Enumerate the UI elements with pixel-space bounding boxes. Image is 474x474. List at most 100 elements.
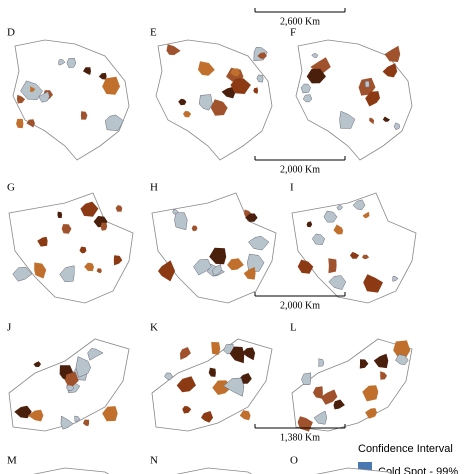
scale-label: 2,000 Km (280, 300, 320, 311)
hot-area (369, 117, 375, 125)
panel-label: D (7, 27, 15, 39)
hot-area (178, 98, 187, 106)
hot-area (83, 419, 90, 427)
hot-area (33, 361, 41, 367)
hot-area (230, 78, 251, 94)
hot-area (384, 45, 401, 62)
panel-label: I (290, 182, 294, 194)
hot-area (221, 87, 236, 99)
hot-area (382, 63, 398, 78)
hot-area (102, 76, 120, 95)
hot-area (243, 266, 256, 280)
cold-area (323, 210, 338, 223)
cold-area (104, 114, 124, 131)
hot-area (363, 274, 383, 293)
cold-area (87, 348, 104, 361)
hot-area (380, 371, 387, 380)
cold-area (198, 94, 213, 111)
hot-area (198, 61, 215, 76)
hot-area (306, 68, 326, 84)
cold-area (328, 275, 347, 290)
cold-area (58, 59, 66, 66)
hot-area (297, 259, 314, 274)
region-outline (12, 39, 130, 161)
panel-label: E (150, 27, 157, 39)
hot-area (349, 251, 360, 259)
cold-area (193, 259, 212, 276)
panel-label: G (7, 182, 15, 194)
hot-area (310, 57, 331, 73)
cold-area (311, 233, 326, 245)
hot-area (79, 246, 87, 254)
hot-area (115, 205, 123, 212)
hot-area (80, 201, 99, 217)
hot-area (239, 410, 251, 421)
hot-area (180, 347, 191, 360)
cold-area (38, 91, 50, 103)
cold-area (66, 57, 77, 68)
cold-area (364, 80, 370, 88)
legend-title: Confidence Interval (358, 443, 453, 455)
hot-area (359, 359, 369, 369)
region-outline (8, 192, 134, 304)
cold-area (12, 267, 33, 282)
region-outline (32, 467, 110, 474)
cold-area (164, 372, 173, 380)
hot-area (208, 367, 216, 377)
hot-area (158, 260, 176, 282)
hot-area (16, 118, 24, 129)
region-outline (175, 467, 253, 474)
panel-label: L (290, 322, 297, 334)
hot-area (242, 347, 256, 361)
cold-area (313, 410, 328, 425)
region-outline (291, 192, 417, 304)
cold-area (339, 110, 356, 129)
legend-item: Cold Spot - 99% (378, 466, 458, 474)
panel-label: K (150, 322, 158, 334)
hot-area (382, 116, 391, 122)
hot-area (166, 44, 181, 56)
hot-area (37, 236, 48, 247)
hot-area (306, 221, 313, 228)
hot-area (100, 222, 108, 231)
hot-area (96, 268, 102, 274)
panel-label: J (7, 322, 12, 334)
region-outline (315, 467, 393, 474)
hot-area (333, 224, 344, 235)
cold-area (247, 253, 265, 273)
cold-area (248, 235, 270, 251)
hot-area (210, 99, 228, 116)
hot-area (14, 405, 32, 419)
cold-area (301, 372, 312, 386)
hot-area (57, 211, 63, 219)
hot-area (26, 119, 35, 128)
hot-area (245, 213, 258, 222)
hot-area (176, 376, 196, 393)
region-outline (291, 338, 413, 432)
hot-area (257, 52, 267, 59)
cold-area (395, 354, 409, 365)
region-outline (155, 39, 273, 161)
hot-area (373, 353, 389, 369)
cold-area (256, 74, 264, 83)
cold-area (311, 53, 319, 58)
hot-area (209, 247, 227, 265)
cold-area (300, 83, 311, 94)
scale-label: 1,380 Km (280, 432, 320, 443)
hot-area (362, 211, 370, 219)
hot-area (333, 399, 345, 410)
hot-area (320, 389, 338, 405)
hot-area (84, 262, 94, 272)
hot-area (65, 371, 79, 386)
hot-area (182, 405, 192, 414)
hot-area (362, 254, 370, 260)
scale-label: 2,600 Km (280, 16, 320, 27)
panel-label: M (7, 455, 17, 467)
cold-area (318, 358, 325, 367)
hot-area (362, 385, 379, 402)
hot-area (230, 68, 240, 77)
hot-area (102, 406, 118, 422)
hot-area (34, 262, 47, 279)
